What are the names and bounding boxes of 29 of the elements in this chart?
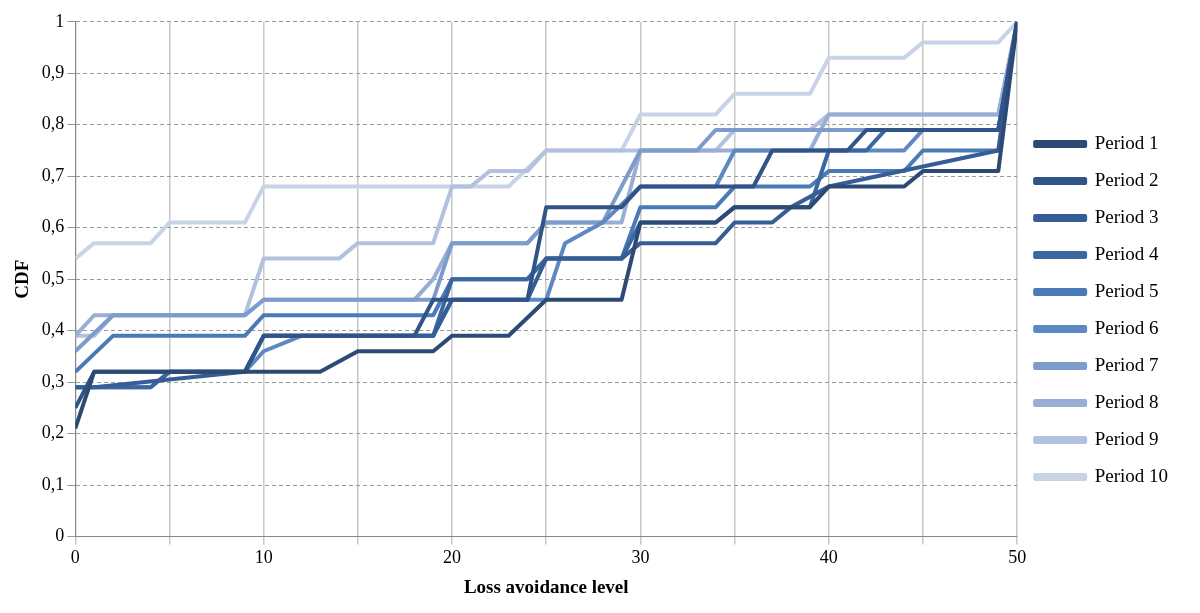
legend-label: Period 9 [1094,427,1159,449]
x-axis-title: Loss avoidance level [463,575,629,597]
x-tick-label: 0 [70,547,80,568]
y-tick-label: 0,3 [41,370,65,391]
y-tick-label: 0,7 [41,164,65,185]
y-tick-label: 1 [55,10,65,31]
legend-label: Period 7 [1094,353,1159,375]
x-tick-label: 50 [1008,547,1027,568]
y-axis-title: CDF [11,259,33,299]
legend-label: Period 8 [1094,390,1159,412]
x-tick-label: 40 [819,547,838,568]
x-tick-label: 30 [631,547,650,568]
y-tick-label: 0,8 [41,113,65,134]
legend-label: Period 3 [1094,205,1159,227]
legend-label: Period 10 [1094,464,1168,486]
legend-label: Period 5 [1094,279,1159,301]
legend-label: Period 2 [1094,168,1159,190]
y-tick-label: 0,4 [41,319,65,340]
y-tick-label: 0,5 [41,267,65,288]
y-tick-label: 0,9 [41,62,65,83]
y-tick-label: 0,6 [41,216,65,237]
x-tick-label: 10 [254,547,273,568]
x-tick-label: 20 [443,547,462,568]
legend-label: Period 1 [1094,131,1159,153]
legend-label: Period 4 [1094,242,1159,264]
y-tick-label: 0,1 [41,473,65,494]
y-tick-label: 0,2 [41,422,65,443]
y-tick-label: 0 [55,525,65,546]
legend-label: Period 6 [1094,316,1159,338]
